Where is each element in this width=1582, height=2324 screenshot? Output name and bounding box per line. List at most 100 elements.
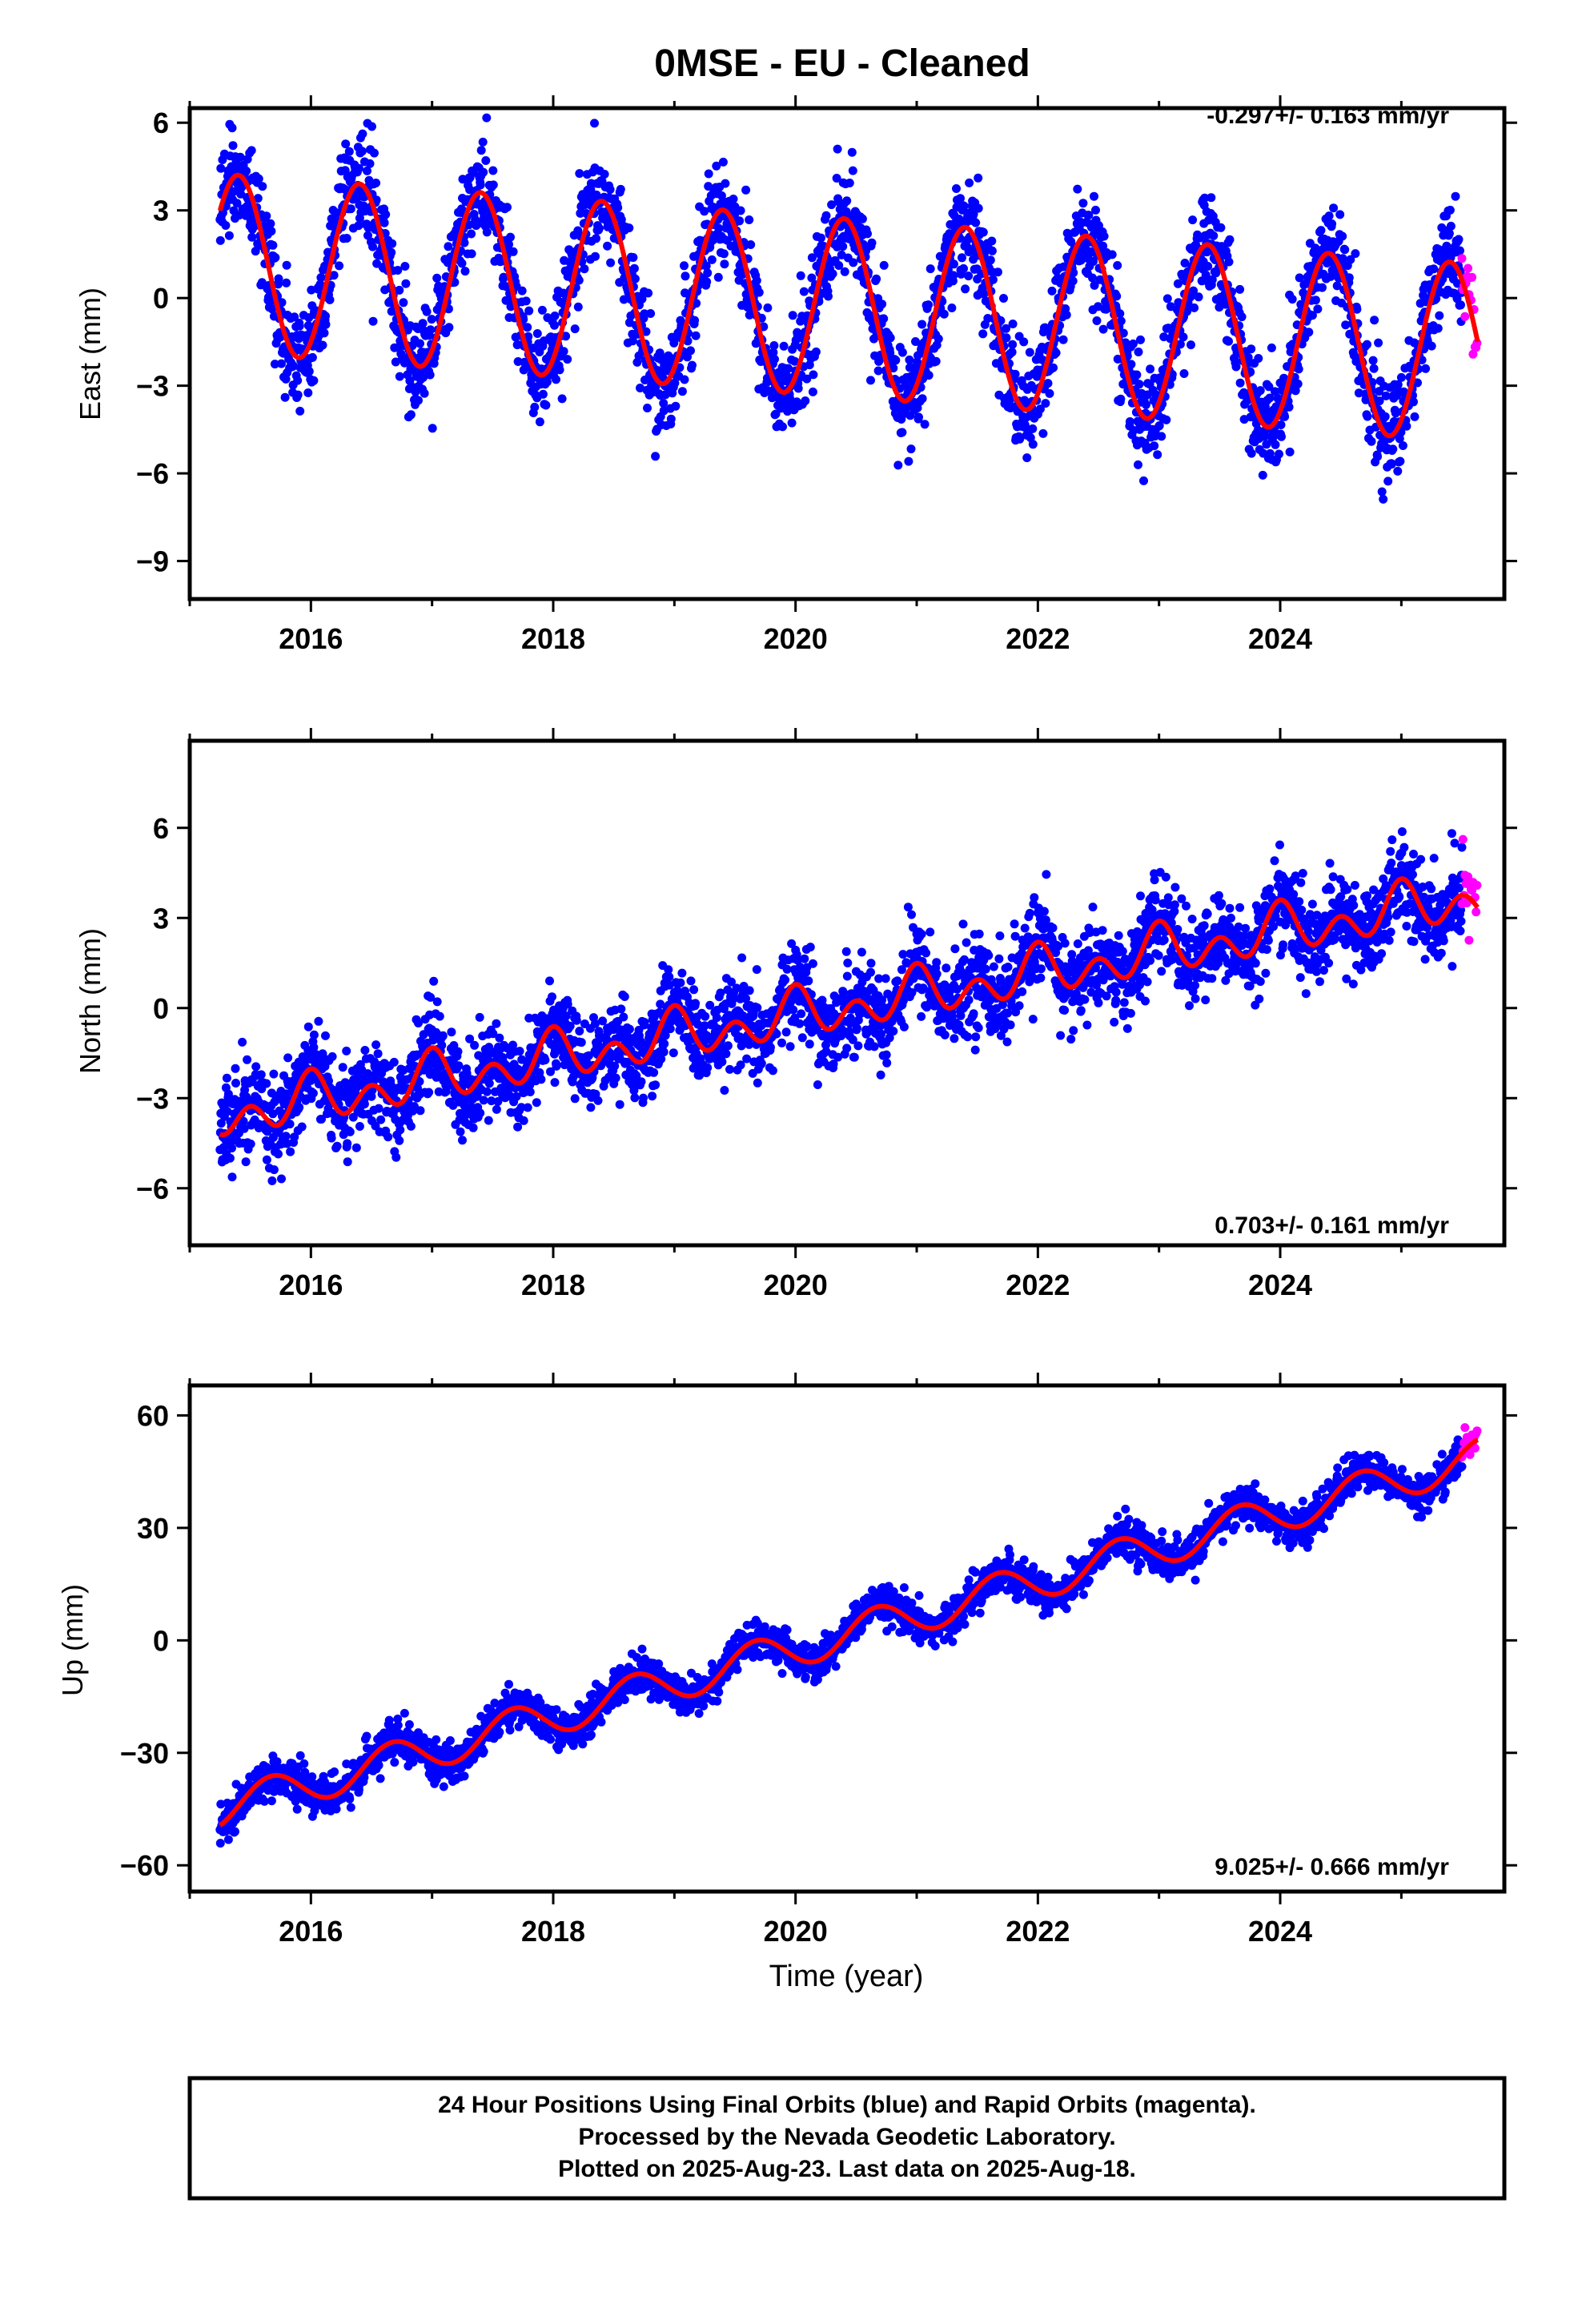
east-final-point — [600, 170, 609, 179]
east-final-point — [365, 159, 375, 168]
east-final-point — [801, 396, 810, 405]
east-final-point — [370, 148, 379, 158]
east-final-point — [606, 258, 616, 267]
east-final-point — [939, 309, 949, 319]
east-final-point — [1393, 466, 1403, 476]
east-final-point — [1028, 440, 1038, 449]
north-final-point — [262, 1079, 271, 1088]
east-final-point — [1279, 373, 1289, 383]
east-final-point — [934, 334, 943, 344]
east-final-point — [661, 390, 670, 400]
east-final-point — [867, 238, 877, 247]
east-final-point — [1146, 364, 1155, 374]
north-final-point — [703, 1063, 713, 1072]
north-final-point — [389, 1057, 399, 1067]
north-final-point — [295, 1103, 304, 1112]
north-final-point — [231, 1063, 240, 1073]
east-final-point — [1262, 440, 1271, 449]
east-final-point — [1047, 286, 1057, 296]
east-final-point — [559, 347, 568, 356]
north-final-point — [332, 1141, 342, 1151]
east-final-point — [1200, 193, 1210, 203]
north-final-point — [336, 1086, 346, 1096]
east-final-point — [406, 410, 416, 420]
east-final-point — [1194, 292, 1203, 302]
east-final-point — [590, 119, 599, 128]
east-final-point — [1255, 386, 1265, 396]
east-final-point — [677, 387, 687, 396]
east-final-point — [644, 288, 653, 298]
north-final-point — [813, 1080, 822, 1089]
east-final-point — [690, 316, 700, 325]
east-final-point — [1393, 380, 1403, 389]
east-final-point — [325, 295, 335, 304]
north-final-point — [374, 1104, 383, 1113]
east-final-point — [683, 336, 693, 346]
east-final-point — [1136, 335, 1145, 344]
east-final-point — [481, 156, 491, 165]
east-final-point — [1188, 215, 1198, 225]
north-final-point — [620, 992, 629, 1001]
east-final-point — [266, 219, 275, 228]
north-final-point — [487, 1096, 496, 1106]
east-final-point — [1329, 203, 1339, 213]
north-final-point — [720, 1086, 729, 1095]
east-final-point — [754, 287, 764, 297]
north-final-point — [689, 985, 699, 995]
east-final-point — [523, 323, 532, 332]
north-final-point — [360, 1046, 370, 1055]
east-final-point — [1258, 470, 1267, 480]
east-final-point — [592, 234, 600, 243]
east-final-point — [988, 275, 998, 284]
east-final-point — [387, 239, 397, 248]
north-final-point — [222, 1073, 231, 1083]
east-final-point — [1264, 382, 1274, 392]
east-final-point — [1284, 402, 1294, 412]
east-final-point — [680, 261, 689, 271]
east-final-point — [482, 113, 492, 123]
east-final-point — [643, 404, 652, 412]
east-final-point — [926, 264, 935, 274]
north-final-point — [907, 910, 916, 919]
east-final-point — [885, 348, 895, 358]
east-final-point — [1099, 231, 1109, 241]
east-final-point — [817, 233, 825, 243]
east-final-point — [872, 274, 881, 283]
east-final-point — [1008, 320, 1018, 328]
north-final-point — [903, 903, 913, 912]
east-final-point — [691, 331, 701, 340]
east-final-point — [316, 273, 326, 283]
east-final-point — [1113, 261, 1122, 270]
east-final-point — [1132, 370, 1142, 380]
north-final-point — [447, 1027, 456, 1037]
east-final-point — [381, 210, 391, 219]
east-final-point — [1419, 291, 1428, 300]
east-final-point — [873, 366, 883, 376]
east-final-point — [616, 184, 625, 194]
north-final-point — [286, 1147, 295, 1156]
east-final-point — [688, 360, 697, 370]
east-final-point — [267, 227, 276, 236]
north-final-point — [454, 1061, 464, 1071]
east-final-point — [1090, 280, 1099, 290]
east-final-point — [295, 406, 305, 416]
east-final-point — [959, 201, 969, 211]
east-final-point — [1092, 316, 1102, 325]
east-final-point — [1224, 257, 1234, 267]
east-final-point — [354, 163, 363, 173]
north-final-point — [651, 1080, 661, 1090]
east-final-point — [1116, 394, 1126, 404]
east-final-point — [1444, 229, 1454, 238]
east-final-point — [866, 376, 875, 385]
east-final-point — [342, 234, 351, 243]
east-final-point — [227, 123, 237, 133]
east-final-point — [1115, 309, 1125, 319]
north-final-point — [932, 958, 942, 967]
east-final-point — [321, 312, 330, 321]
east-final-point — [624, 223, 634, 233]
east-final-point — [717, 191, 726, 200]
east-final-point — [1125, 417, 1134, 426]
north-final-point — [649, 1068, 659, 1077]
north-final-point — [495, 1033, 504, 1043]
